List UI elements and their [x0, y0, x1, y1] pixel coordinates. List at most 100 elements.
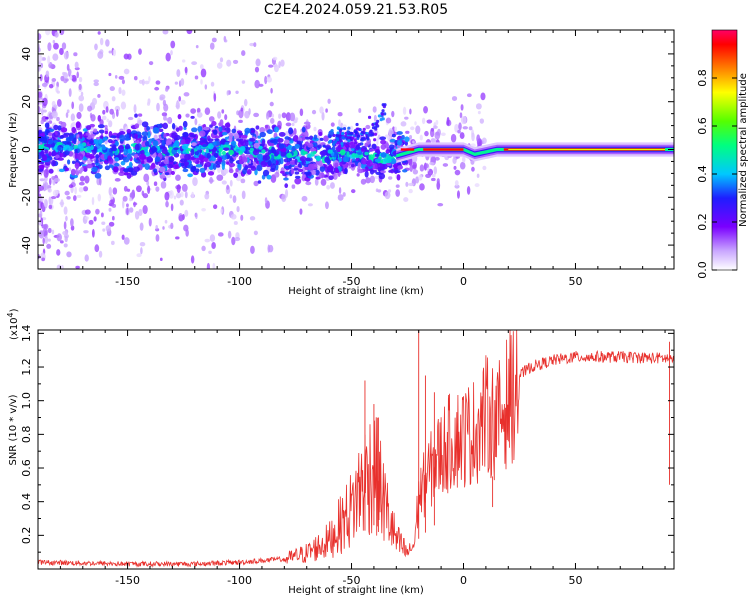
spectrogram-noise-mark	[400, 121, 407, 127]
spectrogram-band-mark	[277, 137, 284, 143]
spectrogram-band-mark	[286, 145, 293, 151]
spectrogram-band-mark	[163, 158, 169, 165]
spectrogram-noise-mark	[44, 235, 49, 245]
spectrogram-noise-mark	[293, 127, 297, 136]
spectrogram-noise-mark	[98, 250, 103, 258]
spectrogram-noise-mark	[108, 207, 112, 212]
spectrogram-band-mark	[203, 157, 208, 162]
spectrogram-noise-mark	[80, 91, 84, 97]
spectrogram-band-mark	[171, 122, 176, 130]
spectrogram-noise-mark	[405, 181, 409, 187]
spectrogram-band-mark	[264, 124, 269, 129]
spectrogram-band-mark	[312, 150, 317, 155]
spectrogram-band-mark	[318, 172, 325, 179]
spectrogram-noise-mark	[385, 117, 392, 124]
spectrogram-noise-mark	[44, 181, 49, 191]
spectrogram-noise-mark	[255, 58, 261, 67]
spectrogram-noise-mark	[285, 112, 292, 122]
spectrogram-noise-mark	[143, 173, 150, 183]
spectrogram-noise-mark	[84, 175, 90, 184]
spectrogram-band-mark	[158, 128, 164, 133]
spectrogram-noise-mark	[299, 108, 304, 117]
spectrogram-band-mark	[113, 166, 118, 173]
spectrogram-noise-mark	[109, 86, 115, 92]
spectrogram-band-mark	[402, 169, 408, 173]
spectrogram-noise-mark	[376, 137, 379, 146]
spectrogram-noise-mark	[384, 191, 391, 200]
spectrogram-band-mark	[346, 151, 350, 158]
spectrogram-band-mark	[123, 172, 129, 176]
spectrogram-band-mark	[294, 177, 302, 185]
spectrogram-noise-mark	[436, 178, 440, 185]
spectrogram-band-mark	[397, 139, 403, 146]
spectrogram-band-mark	[86, 125, 92, 131]
spectrogram-band-mark	[111, 146, 117, 152]
spectrogram-noise-mark	[278, 113, 282, 119]
spectrogram-band-mark	[182, 120, 188, 128]
spectrogram-noise-mark	[38, 202, 41, 211]
spectrogram-band-mark	[213, 152, 219, 158]
spectrogram-band-mark	[124, 137, 131, 141]
spectrogram-noise-mark	[91, 228, 95, 238]
spectrogram-noise-mark	[265, 111, 270, 120]
spectrogram-x-tick-label: 50	[568, 275, 582, 288]
spectrogram-band-mark	[267, 142, 275, 147]
spectrogram-x-tick-label: 0	[460, 275, 467, 288]
spectrogram-band-mark	[168, 156, 175, 163]
spectrogram-noise-mark	[200, 68, 207, 78]
spectrogram-band-mark	[91, 166, 98, 173]
spectrogram-band-mark	[221, 150, 226, 156]
spectrogram-band-mark	[228, 162, 236, 168]
spectrogram-band-mark	[173, 147, 179, 151]
spectrogram-noise-mark	[106, 118, 110, 123]
spectrogram-noise-mark	[319, 106, 324, 114]
spectrogram-band-mark	[364, 166, 369, 172]
spectrogram-band-mark	[334, 162, 339, 168]
spectrogram-band-mark	[207, 143, 214, 150]
spectrogram-noise-mark	[327, 98, 331, 104]
spectrogram-band-mark	[386, 157, 392, 164]
spectrogram-band-mark	[146, 126, 151, 131]
spectrogram-band-mark	[190, 115, 195, 119]
spectrogram-band-mark	[178, 125, 183, 131]
spectrogram-noise-mark	[137, 119, 143, 126]
spectrogram-band-mark	[73, 137, 77, 145]
spectrogram-noise-mark	[84, 216, 89, 220]
colorbar-tick-label: 0.2	[696, 213, 709, 231]
spectrogram-noise-mark	[456, 190, 460, 199]
spectrogram-band-mark	[231, 141, 237, 147]
colorbar-tick-label: 0.4	[696, 165, 709, 183]
spectrogram-band-mark	[38, 154, 42, 160]
spectrogram-noise-mark	[294, 117, 299, 121]
spectrogram-noise-mark	[160, 181, 167, 189]
spectrogram-band-mark	[292, 135, 299, 143]
spectrogram-noise-mark	[270, 87, 273, 94]
spectrogram-band-mark	[86, 163, 93, 169]
spectrogram-noise-mark	[190, 108, 197, 114]
spectrogram-noise-mark	[148, 61, 154, 66]
spectrogram-noise-mark	[236, 206, 240, 213]
spectrogram-noise-mark	[365, 124, 371, 130]
spectrogram-noise-mark	[224, 114, 228, 121]
spectrogram-noise-mark	[42, 237, 45, 245]
spectrogram-band-mark	[159, 166, 166, 173]
spectrogram-band-mark	[309, 135, 314, 141]
spectrogram-branch-mark	[347, 126, 351, 130]
spectrogram-band-mark	[90, 145, 94, 151]
spectrogram-band-mark	[153, 168, 158, 173]
spectrogram-noise-mark	[51, 110, 58, 119]
spectrogram-noise-mark	[201, 245, 206, 252]
spectrogram-branch-mark	[354, 141, 358, 145]
spectrogram-noise-mark	[55, 86, 59, 93]
spectrogram-band-mark	[371, 163, 379, 170]
spectrogram-band-mark	[77, 131, 83, 135]
spectrogram-band-mark	[88, 154, 95, 159]
spectrogram-noise-mark	[330, 182, 335, 189]
spectrogram-noise-mark	[51, 229, 55, 235]
spectrogram-band-mark	[72, 174, 79, 179]
spectrogram-noise-mark	[155, 80, 161, 85]
spectrogram-noise-mark	[170, 203, 174, 212]
spectrogram-noise-mark	[56, 116, 60, 122]
spectrogram-band-mark	[145, 140, 150, 147]
